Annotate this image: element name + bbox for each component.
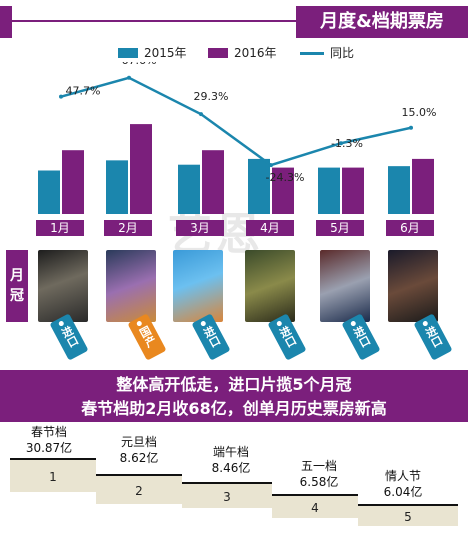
yoy-label-6: 15.0% — [402, 106, 437, 119]
category-box-2 — [104, 220, 152, 236]
rank-4-step: 4 — [272, 494, 358, 518]
yoy-label-3: 29.3% — [194, 90, 229, 103]
summary-banner: 整体高开低走，进口片揽5个月冠 春节档助2月收68亿，创单月历史票房新高 — [0, 370, 468, 422]
rank-1-step: 1 — [10, 458, 96, 492]
bar-2016-2 — [130, 124, 152, 214]
yoy-label-2: 67.6% — [122, 62, 157, 67]
rank-5-name: 情人节 — [384, 469, 421, 483]
bar-2015-2 — [106, 160, 128, 214]
poster-may — [320, 250, 370, 322]
poster-jan — [38, 250, 88, 322]
chart-legend: 2015年 2016年 同比 — [0, 44, 468, 62]
poster-mar — [173, 250, 223, 322]
poster-feb — [106, 250, 156, 322]
bar-2016-5 — [342, 167, 364, 214]
yoy-label-5: -1.3% — [331, 137, 363, 150]
legend-line-yoy — [300, 52, 324, 55]
legend-swatch-2015 — [118, 48, 138, 58]
yoy-line — [60, 76, 412, 167]
yoy-label-4: -24.3% — [266, 171, 305, 184]
tag-import-mar: 进口 — [191, 313, 231, 361]
rank-2-name: 元旦档 — [120, 435, 157, 449]
bar-2016-6 — [412, 158, 434, 214]
category-box-3 — [176, 220, 224, 236]
legend-label-2016: 2016年 — [234, 46, 277, 60]
category-label-2: 2月 — [118, 221, 138, 235]
category-box-1 — [36, 220, 84, 236]
category-box-6 — [386, 220, 434, 236]
yoy-point-5 — [339, 141, 343, 146]
header: 月度&档期票房 — [0, 0, 468, 40]
rank-5-value: 6.04亿 — [383, 485, 423, 499]
rank-4-value: 6.58亿 — [299, 475, 339, 489]
legend-label-2015: 2015年 — [144, 46, 187, 60]
monthly-champion-label: 月冠 — [6, 250, 28, 322]
bar-2016-4 — [272, 167, 294, 214]
tag-import-may: 进口 — [341, 313, 381, 361]
tag-domestic-feb: 国产 — [127, 313, 167, 361]
category-box-5 — [316, 220, 364, 236]
category-label-6: 6月 — [400, 221, 420, 235]
bar-2015-3 — [178, 164, 200, 214]
yoy-point-3 — [199, 112, 203, 117]
page-title: 月度&档期票房 — [296, 6, 468, 38]
rank-3-value: 8.46亿 — [211, 461, 251, 475]
header-accent — [0, 6, 12, 38]
bar-2016-3 — [202, 150, 224, 214]
bar-2015-4 — [248, 158, 270, 214]
tag-import-jun: 进口 — [413, 313, 453, 361]
legend-swatch-2016 — [208, 48, 228, 58]
rank-4-name: 五一档 — [300, 459, 337, 473]
rank-2-step: 2 — [96, 474, 182, 504]
poster-jun — [388, 250, 438, 322]
rank-3-name: 端午档 — [212, 445, 249, 459]
bar-2015-6 — [388, 166, 410, 214]
bar-2016-1 — [62, 150, 84, 214]
yoy-label-1: 47.7% — [66, 85, 101, 98]
summary-line-1: 整体高开低走，进口片揽5个月冠 — [116, 375, 352, 394]
poster-apr — [245, 250, 295, 322]
tag-import-apr: 进口 — [267, 313, 307, 361]
monthly-box-office-chart: 1月 2月 3月 4月 5月 6月 47.7% 67.6% 29.3% -24.3% -1.3% 15… — [36, 62, 437, 236]
category-label-5: 5月 — [330, 221, 350, 235]
rank-1-value: 30.87亿 — [25, 441, 73, 455]
category-label-1: 1月 — [50, 221, 70, 235]
bar-2015-5 — [318, 167, 340, 214]
rank-1-name: 春节档 — [30, 425, 67, 439]
rank-5-step: 5 — [358, 504, 458, 526]
category-box-4 — [246, 220, 294, 236]
rank-2-value: 8.62亿 — [119, 451, 159, 465]
legend-label-yoy: 同比 — [330, 46, 355, 60]
yoy-point-6 — [409, 125, 413, 130]
yoy-point-4 — [269, 163, 273, 168]
yoy-point-2 — [127, 75, 131, 80]
category-label-4: 4月 — [260, 221, 280, 235]
yoy-point-1 — [59, 94, 63, 99]
rank-3-step: 3 — [182, 482, 272, 508]
header-rule — [0, 20, 468, 22]
bar-2015-1 — [38, 170, 60, 214]
category-label-3: 3月 — [190, 221, 210, 235]
summary-line-2: 春节档助2月收68亿，创单月历史票房新高 — [81, 399, 387, 418]
